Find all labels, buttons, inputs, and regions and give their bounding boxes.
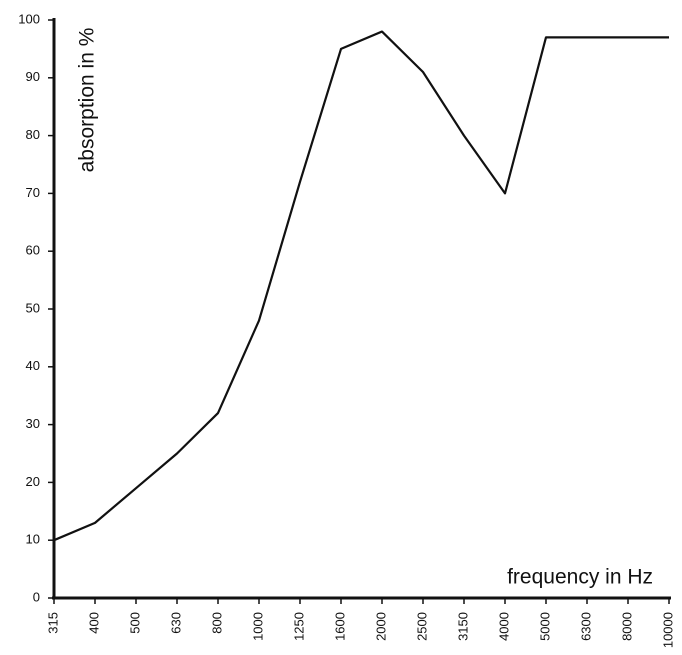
x-tick-label: 1600 [332,612,347,641]
y-tick-label: 10 [26,532,40,547]
x-tick-label: 315 [45,612,60,634]
x-tick-label: 4000 [496,612,511,641]
x-tick-label: 2500 [414,612,429,641]
y-tick-label: 100 [18,11,40,26]
data-line [53,30,669,542]
x-tick-label: 800 [209,612,224,634]
y-axis-title: absorption in % [76,28,99,173]
y-tick-label: 60 [26,243,40,258]
y-tick-label: 80 [26,127,40,142]
y-tick-label: 40 [26,358,40,373]
x-tick-label: 3150 [455,612,470,641]
x-axis-title: frequency in Hz [507,566,653,589]
x-tick-label: 2000 [373,612,388,641]
x-tick-label: 6300 [578,612,593,641]
x-tick-label: 630 [168,612,183,634]
y-tick-label: 90 [26,69,40,84]
y-tick-label: 50 [26,300,40,315]
x-tick-label: 400 [86,612,101,634]
x-tick-label: 1250 [291,612,306,641]
y-tick-label: 0 [33,589,40,604]
y-tick-label: 70 [26,185,40,200]
x-tick-label: 1000 [250,612,265,641]
x-tick-label: 10000 [660,612,675,648]
x-tick-label: 8000 [619,612,634,641]
y-tick-label: 30 [26,416,40,431]
x-tick-label: 500 [127,612,142,634]
x-tick-label: 5000 [537,612,552,641]
y-tick-label: 20 [26,474,40,489]
